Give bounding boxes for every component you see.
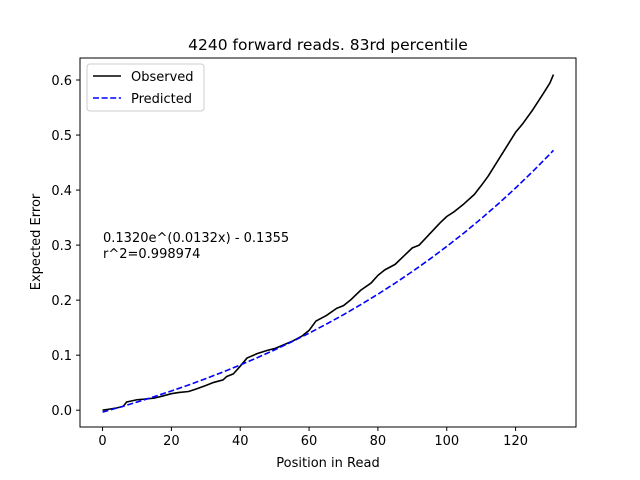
x-tick-label: 0 xyxy=(98,434,106,449)
x-tick-label: 60 xyxy=(301,434,318,449)
legend: Observed Predicted xyxy=(86,63,205,112)
x-tick-label: 40 xyxy=(232,434,249,449)
x-tick-label: 80 xyxy=(370,434,387,449)
chart-title: 4240 forward reads. 83rd percentile xyxy=(188,36,468,54)
observed-series-line xyxy=(102,74,555,411)
y-tick-label: 0.5 xyxy=(51,129,72,144)
x-axis-label: Position in Read xyxy=(276,456,379,471)
r-squared-annotation: r^2=0.998974 xyxy=(103,247,200,262)
legend-predicted-label: Predicted xyxy=(131,92,192,107)
y-tick-label: 0.1 xyxy=(51,349,72,364)
x-tick-label: 20 xyxy=(163,434,180,449)
y-tick-label: 0.2 xyxy=(51,294,72,309)
series-layer xyxy=(102,74,555,413)
y-tick-label: 0.3 xyxy=(51,239,72,254)
fit-equation-annotation: 0.1320e^(0.0132x) - 0.1355 xyxy=(103,231,289,246)
y-tick-label: 0.6 xyxy=(51,74,72,89)
x-tick-label: 100 xyxy=(434,434,459,449)
y-tick-label: 0.0 xyxy=(51,404,72,419)
y-tick-label: 0.4 xyxy=(51,184,72,199)
y-axis-ticks: 0.0 0.1 0.2 0.3 0.4 0.5 0.6 xyxy=(51,74,80,419)
x-axis-ticks: 0 20 40 60 80 100 120 xyxy=(98,427,528,449)
plot-frame xyxy=(79,57,577,428)
legend-observed-label: Observed xyxy=(131,70,194,85)
x-tick-label: 120 xyxy=(503,434,528,449)
y-axis-label: Expected Error xyxy=(29,193,44,290)
predicted-series-line xyxy=(102,149,555,413)
